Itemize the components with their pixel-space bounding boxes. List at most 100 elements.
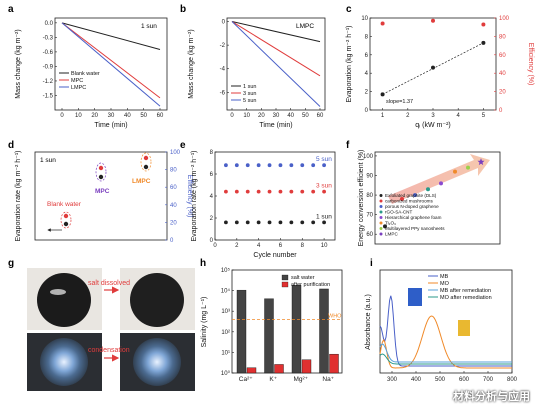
blank-water-efficiency-point	[63, 213, 69, 219]
y-tick-label: 60	[366, 232, 373, 238]
y-ticks-b: 0 -2 -4 -6	[220, 20, 229, 96]
y-tick-label: 90	[366, 173, 373, 179]
y-tick-label: 80	[366, 193, 373, 199]
y-tick-label: 4	[365, 71, 369, 77]
y-tick-label: 0	[365, 108, 369, 114]
blank-water-rate-point	[63, 221, 69, 227]
y-tick-label: -0.3	[43, 35, 54, 41]
legend-label: LMPC	[71, 85, 86, 91]
x-tick-label: 500	[435, 377, 446, 383]
lmpc-ellipse	[140, 152, 152, 172]
legend-marker	[379, 205, 383, 208]
y-tick-label: 100	[363, 154, 374, 160]
y-ticks-f: 60 70 80 90 100	[363, 154, 377, 238]
category-label: Mg²⁺	[293, 376, 308, 383]
cycle-point	[322, 189, 326, 194]
series-line	[231, 21, 321, 107]
cycle-point	[224, 163, 228, 168]
annotation-b: LMPC	[296, 23, 314, 30]
plot-d-frame	[34, 151, 168, 241]
x-tick-label: 2	[235, 243, 239, 249]
x-ticks-c: 1 2 3 4 5	[381, 108, 486, 119]
legend-label: Exfoliated graphite (DLS)	[385, 193, 437, 198]
panel-d-letter: d	[8, 140, 14, 151]
panel-h: h 10⁰ 10¹ 10² 10³ 10⁴ 10⁵ Ca²⁺ K⁺ Mg²⁺ Na⁺ WHO s…	[200, 258, 343, 383]
x-tick-label: 0	[60, 113, 64, 119]
legend-label: Hierarchical graphene foam	[385, 215, 442, 220]
series-line	[61, 22, 161, 107]
x-tick-label: 400	[411, 377, 422, 383]
y2-ticks-c: 0 20 40 60 80 100	[494, 16, 510, 114]
x-tick-label: 0	[213, 243, 217, 249]
y2-tick-label: 100	[170, 150, 181, 156]
category-label: Na⁺	[322, 376, 334, 383]
y-tick-label: -0.6	[43, 50, 54, 56]
x-tick-label: 50	[140, 113, 147, 119]
absorbance-curve	[379, 353, 512, 365]
slope-label-c: slope=1.37	[386, 99, 413, 105]
series-line	[61, 22, 161, 99]
cycle-point	[300, 189, 305, 194]
x-axis-label-b: Time (min)	[259, 122, 292, 129]
panel-f: f 60 70 80 90 100 Exfoliated graphite (DLS)c…	[346, 140, 501, 246]
series-lines-b	[231, 21, 321, 107]
series-lines-a	[61, 22, 161, 107]
evaporation-point	[380, 92, 385, 97]
label-lmpc: LMPC	[132, 178, 151, 185]
cycle-point	[234, 220, 239, 225]
x-tick-label: 50	[302, 113, 309, 119]
plot-c-frame	[369, 17, 497, 111]
series-line	[231, 21, 321, 43]
bar	[319, 288, 329, 374]
legend-label: salt water	[291, 275, 315, 281]
y2-tick-label: 40	[499, 71, 506, 77]
y-tick-label: 10⁴	[221, 288, 231, 295]
y-axis-label-a: Mass change (kg m⁻²)	[15, 29, 22, 98]
legend-marker	[379, 194, 383, 197]
vial-mo-photo	[458, 320, 470, 336]
cycle-point	[278, 189, 283, 194]
legend-label: MB after remediation	[440, 288, 491, 294]
y-ticks-c: 0 2 4 6 8 10	[361, 16, 372, 114]
x-tick-label: 6	[279, 243, 283, 249]
literature-point	[413, 193, 417, 198]
legend-label: Multilayered PPy nanosheets	[385, 226, 445, 231]
literature-point	[400, 196, 404, 201]
legend-label: Blank water	[71, 71, 100, 77]
panel-e-letter: e	[180, 140, 186, 151]
panel-i-letter: i	[370, 258, 373, 269]
x-tick-label: 1	[381, 113, 385, 119]
evaporation-point	[481, 40, 486, 45]
points-f	[383, 158, 485, 229]
bar	[246, 367, 257, 374]
y-axis-label-d: Evaporation rate (kg m⁻² h⁻¹)	[15, 150, 22, 241]
cycle-point	[234, 163, 239, 168]
x-tick-label: 3	[431, 113, 435, 119]
x-tick-label: 20	[258, 113, 265, 119]
y-axis-label-h: Salinity (mg L⁻¹)	[201, 297, 208, 348]
category-label: Ca²⁺	[239, 376, 253, 383]
label-condensation: condensation	[88, 347, 130, 354]
literature-point	[466, 165, 470, 170]
x-tick-label: 700	[483, 377, 494, 383]
y2-tick-label: 60	[499, 53, 506, 59]
legend-marker	[379, 216, 383, 219]
x-tick-label: 10	[321, 243, 328, 249]
y-tick-label: 4	[210, 194, 214, 200]
y2-tick-label: 20	[499, 90, 506, 96]
cycle-point	[311, 220, 316, 225]
y-tick-label: 0.0	[45, 21, 54, 27]
y2-ticks-d: 0 20 40 60 80 100	[165, 150, 181, 244]
bar	[274, 364, 284, 374]
y2-tick-label: 0	[499, 108, 503, 114]
category-label: K⁺	[269, 376, 277, 383]
y-axis-label-i: Absorbance (a.u.)	[365, 294, 372, 350]
x-tick-label: 30	[108, 113, 115, 119]
cycle-point	[224, 220, 228, 225]
x-tick-label: 10	[243, 113, 250, 119]
y2-tick-label: 0	[170, 238, 174, 244]
y-tick-label: 0	[222, 20, 226, 26]
